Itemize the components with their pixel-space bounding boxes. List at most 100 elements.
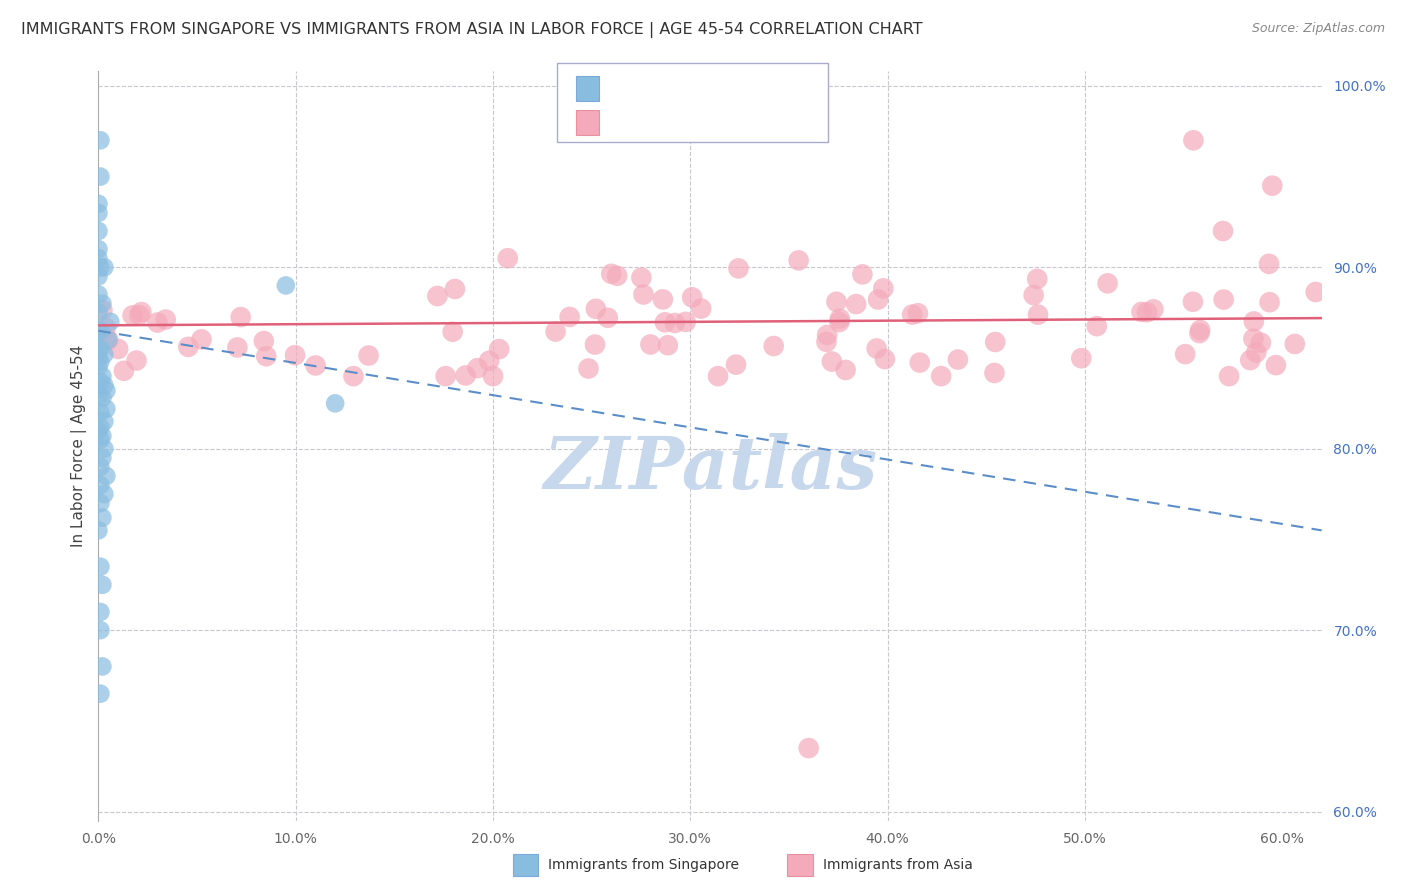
Point — [89, 324, 111, 338]
Point — [89, 687, 111, 701]
Point — [89, 169, 111, 184]
Point — [1239, 353, 1261, 368]
Point — [131, 305, 153, 319]
Point — [87, 387, 110, 401]
Point — [93, 260, 115, 275]
Text: Immigrants from Singapore: Immigrants from Singapore — [548, 858, 740, 872]
Point — [1264, 358, 1286, 372]
Point — [707, 369, 730, 384]
Point — [89, 623, 111, 637]
Point — [91, 450, 114, 465]
Point — [89, 420, 111, 434]
Point — [1243, 314, 1265, 328]
Point — [87, 424, 110, 438]
Point — [664, 316, 686, 330]
Point — [1174, 347, 1197, 361]
Point — [681, 290, 703, 304]
Point — [304, 359, 326, 373]
Point — [87, 524, 110, 538]
Point — [654, 315, 676, 329]
Y-axis label: In Labor Force | Age 45-54: In Labor Force | Age 45-54 — [72, 345, 87, 547]
Point — [851, 268, 873, 282]
Point — [87, 324, 110, 338]
Point — [426, 289, 449, 303]
Point — [89, 133, 111, 147]
Point — [929, 369, 952, 384]
Point — [1026, 308, 1049, 322]
Point — [93, 442, 115, 456]
Point — [89, 405, 111, 419]
Point — [253, 334, 276, 348]
Point — [91, 369, 114, 384]
Point — [229, 310, 252, 324]
Point — [90, 329, 112, 343]
Text: Source: ZipAtlas.com: Source: ZipAtlas.com — [1251, 22, 1385, 36]
Point — [865, 342, 887, 356]
Point — [797, 741, 820, 756]
Point — [828, 311, 851, 326]
Text: IMMIGRANTS FROM SINGAPORE VS IMMIGRANTS FROM ASIA IN LABOR FORCE | AGE 45-54 COR: IMMIGRANTS FROM SINGAPORE VS IMMIGRANTS … — [21, 22, 922, 38]
Point — [342, 369, 364, 384]
Point — [872, 281, 894, 295]
Point — [1097, 277, 1119, 291]
Point — [254, 349, 277, 363]
Point — [482, 369, 505, 384]
Point — [89, 260, 111, 275]
Point — [1258, 257, 1281, 271]
Point — [1241, 332, 1264, 346]
Point — [226, 341, 249, 355]
Point — [1305, 285, 1327, 299]
Point — [651, 293, 673, 307]
Point — [640, 337, 662, 351]
Text: -0.023: -0.023 — [644, 81, 699, 95]
Text: R =: R = — [609, 115, 647, 130]
Point — [901, 308, 924, 322]
Point — [815, 328, 838, 343]
Point — [787, 253, 810, 268]
Point — [91, 429, 114, 443]
Point — [177, 340, 200, 354]
Point — [1218, 369, 1240, 384]
Text: 0.032: 0.032 — [644, 115, 692, 130]
Point — [815, 334, 838, 349]
Point — [155, 312, 177, 326]
Point — [89, 433, 111, 447]
Point — [825, 294, 848, 309]
Point — [444, 282, 467, 296]
Point — [87, 206, 110, 220]
Point — [821, 354, 844, 368]
Point — [97, 333, 120, 347]
Point — [112, 364, 135, 378]
Point — [94, 320, 117, 334]
Point — [1189, 323, 1212, 337]
Point — [89, 375, 111, 389]
Point — [93, 487, 115, 501]
Point — [558, 310, 581, 324]
Point — [828, 315, 851, 329]
Point — [1136, 305, 1159, 319]
Point — [357, 349, 380, 363]
Point — [1181, 294, 1204, 309]
Point — [87, 224, 110, 238]
Point — [87, 342, 110, 356]
Point — [97, 333, 120, 347]
Text: N=: N= — [704, 81, 734, 95]
Point — [1026, 272, 1049, 286]
Point — [845, 297, 868, 311]
Point — [983, 366, 1005, 380]
Point — [1070, 351, 1092, 366]
Point — [98, 315, 121, 329]
Point — [1142, 302, 1164, 317]
Point — [93, 347, 115, 361]
Point — [96, 384, 118, 398]
Point — [868, 293, 890, 307]
Point — [89, 496, 111, 510]
Point — [1022, 288, 1045, 302]
Point — [690, 301, 713, 316]
Point — [107, 342, 129, 356]
Point — [454, 368, 477, 383]
Point — [1212, 224, 1234, 238]
Point — [1130, 305, 1153, 319]
Point — [657, 338, 679, 352]
Point — [96, 401, 118, 416]
